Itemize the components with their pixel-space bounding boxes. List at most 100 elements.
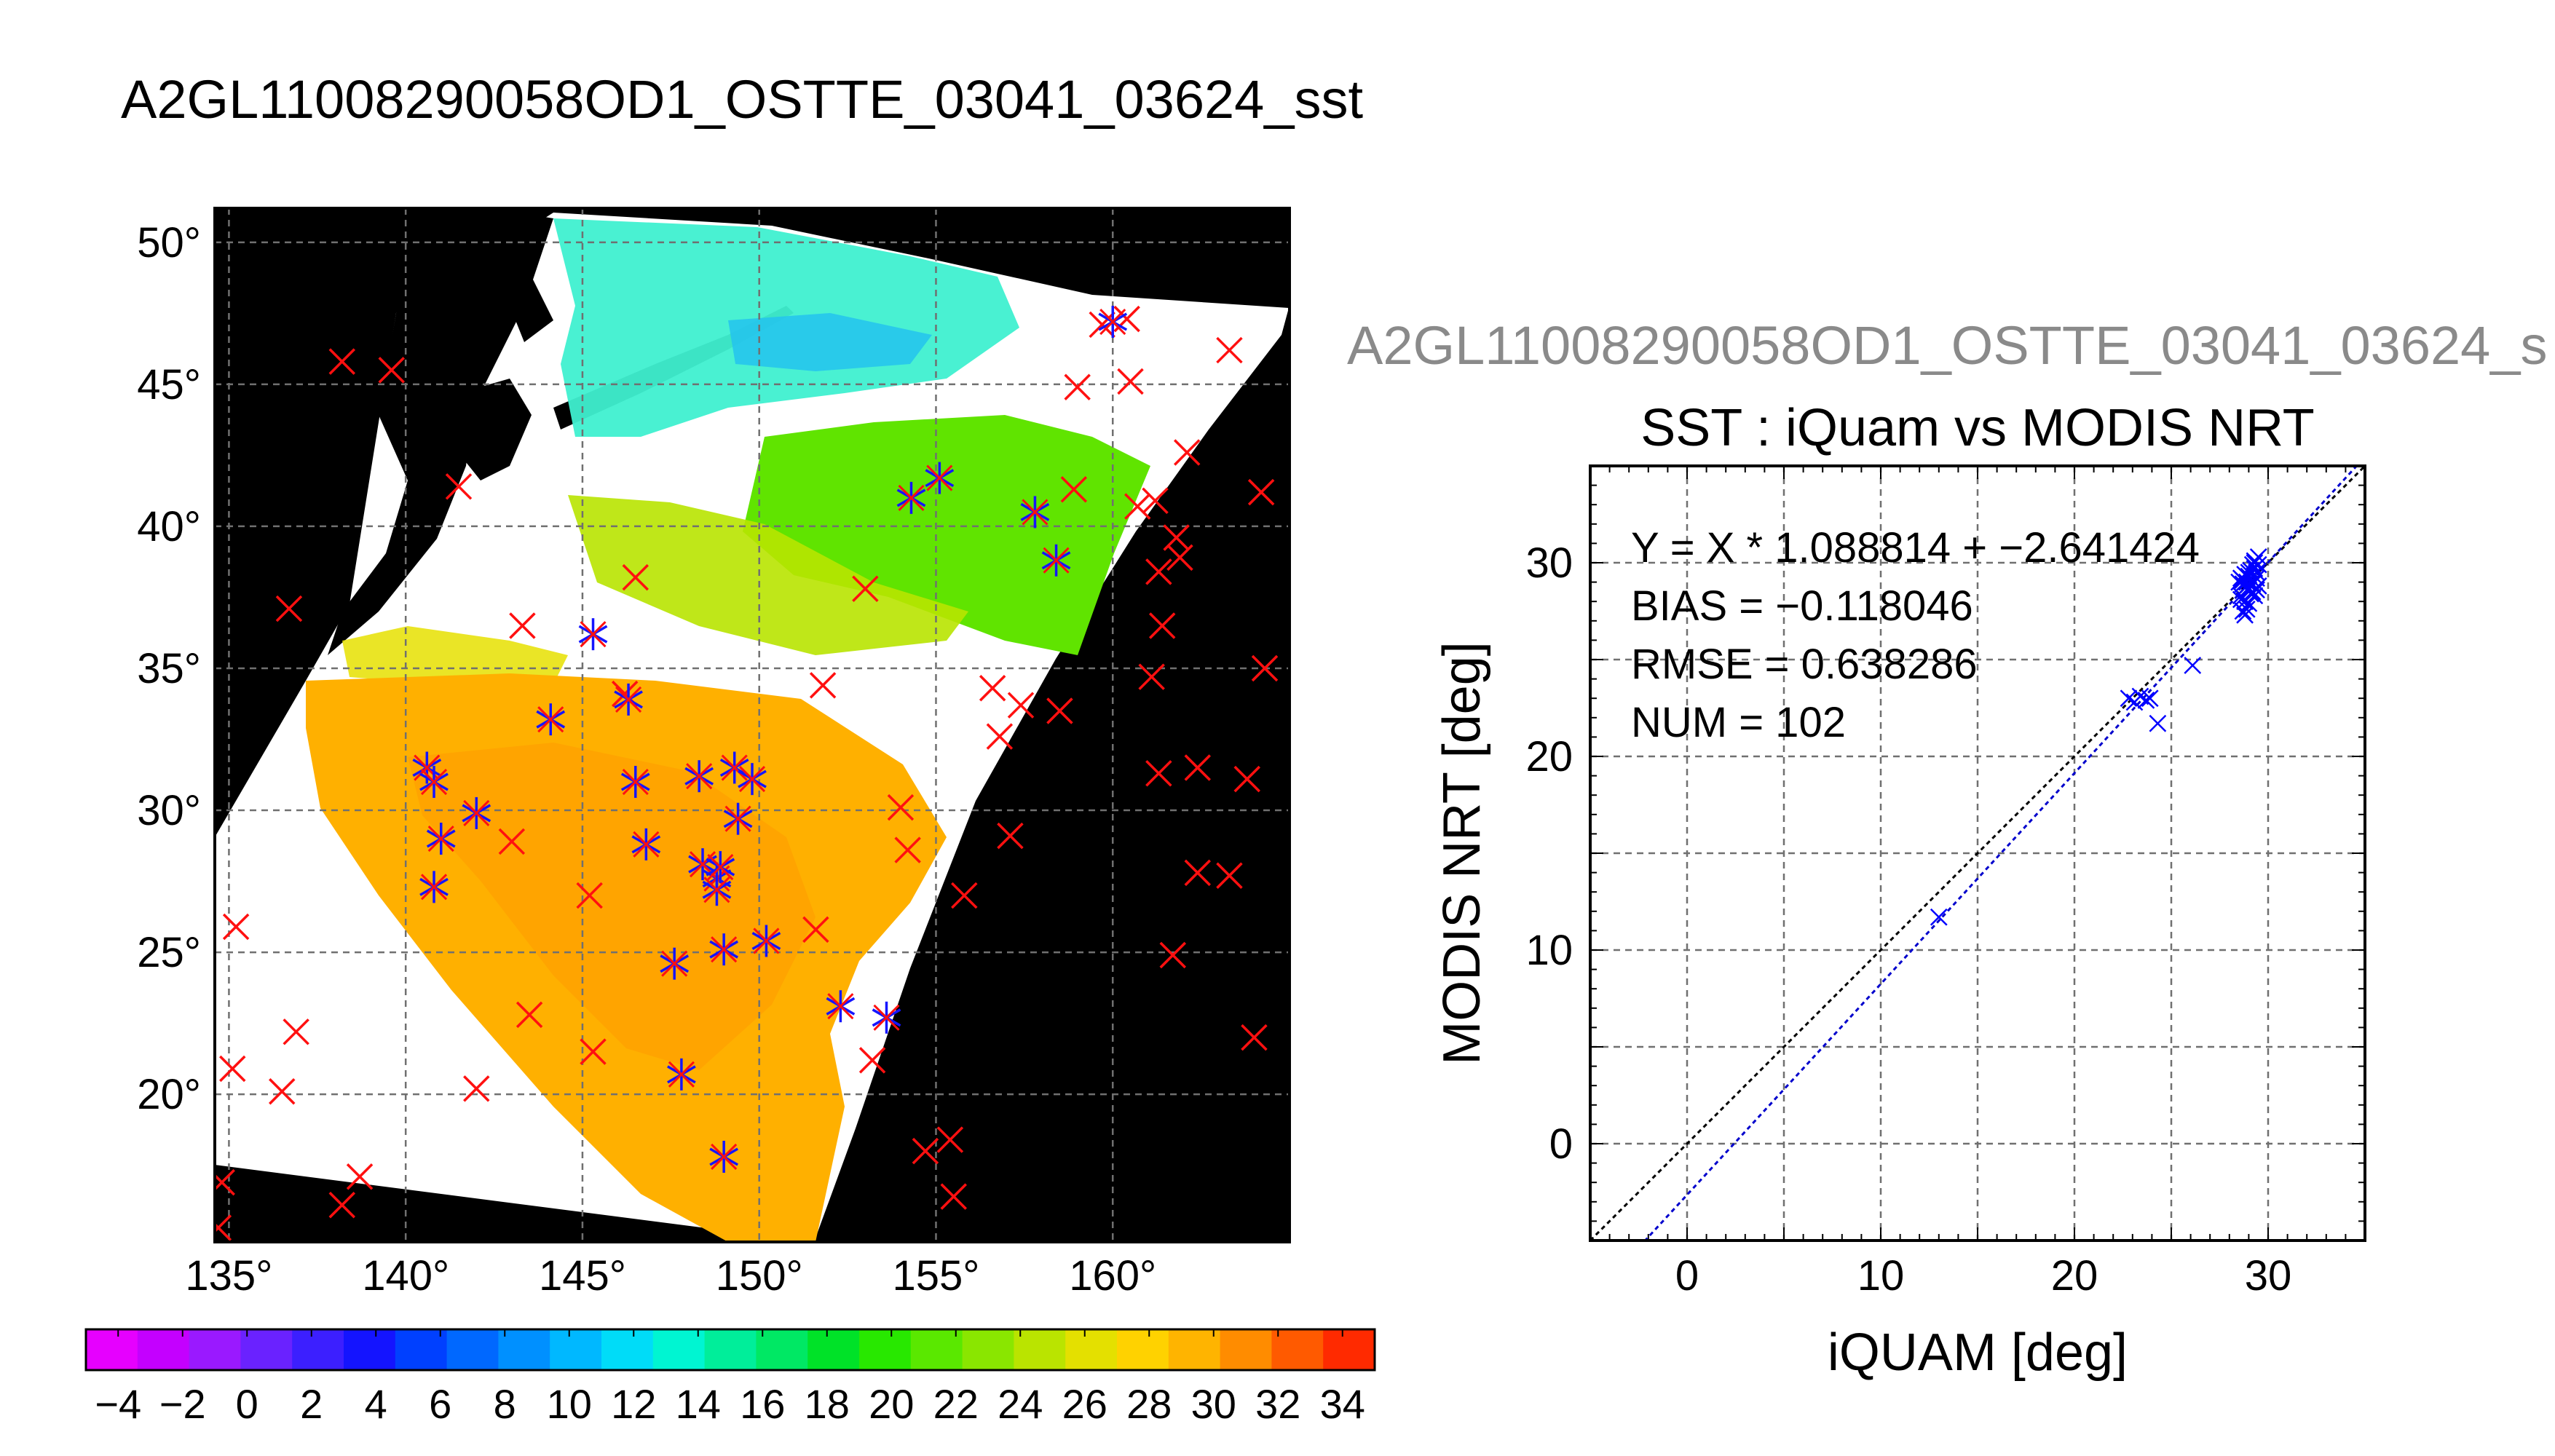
red-x-marker <box>912 1137 939 1165</box>
red-x-stroke <box>1043 547 1070 574</box>
red-x-marker <box>936 1126 964 1153</box>
sst-field-orange-deep <box>408 743 816 1070</box>
red-x-stroke <box>580 621 607 648</box>
land-hokkaido <box>451 379 532 480</box>
map-tick-labels: 135° 140° 145° 150° 155° 160° 50° 45° 40° 35° 30° 2… <box>137 219 1156 1299</box>
blue-star-marker <box>719 751 749 784</box>
red-x-stroke <box>1099 308 1126 336</box>
colorbar-tick-label: 24 <box>998 1381 1043 1427</box>
red-x-stroke <box>580 1038 607 1065</box>
scatter-point <box>1930 908 1948 926</box>
red-x-stroke <box>721 754 748 781</box>
red-x-marker <box>622 563 649 591</box>
red-x-stroke <box>420 768 448 796</box>
scatter-point <box>2236 606 2254 624</box>
red-x-stroke <box>1216 336 1243 364</box>
colorbar-cell <box>1065 1329 1118 1370</box>
red-x-marker <box>1060 475 1088 503</box>
red-x-stroke <box>328 1192 356 1219</box>
colorbar-tick-label: −2 <box>159 1381 206 1427</box>
red-x-marker <box>222 913 250 941</box>
scatter-point <box>2184 657 2202 674</box>
red-x-marker <box>1145 760 1172 787</box>
red-x-stroke <box>1233 765 1260 793</box>
colorbar-cell <box>859 1329 912 1370</box>
colorbar-tick-label: 0 <box>236 1381 258 1427</box>
red-x-stroke <box>979 675 1006 702</box>
colorbar-tick-label: 32 <box>1255 1381 1300 1427</box>
red-x-stroke <box>445 473 473 500</box>
red-x-stroke <box>711 1143 738 1171</box>
red-x-stroke <box>1173 439 1201 466</box>
scatter-point-stroke <box>2232 590 2250 609</box>
sst-field-yellow-green <box>568 495 968 655</box>
colorbar-frame <box>84 1328 1376 1372</box>
colorbar-tick-label: 14 <box>676 1381 721 1427</box>
red-x-stroke <box>951 882 978 909</box>
colorbar-tick-label: 2 <box>300 1381 323 1427</box>
blue-star-marker <box>462 796 491 829</box>
colorbar-tick-label: 20 <box>869 1381 914 1427</box>
scatter-ylabel: MODIS NRT [deg] <box>1433 641 1491 1065</box>
red-x-marker <box>940 1183 967 1210</box>
red-x-marker <box>1117 368 1144 395</box>
scatter-point-stroke <box>2238 600 2256 618</box>
red-x-stroke <box>215 1214 232 1233</box>
colorbar-cell <box>652 1329 706 1370</box>
red-x-marker <box>1138 663 1165 690</box>
red-x-stroke <box>986 723 1014 750</box>
red-x-stroke <box>328 348 356 375</box>
scatter-point-stroke <box>2141 689 2159 708</box>
red-x-stroke <box>1145 558 1172 585</box>
colorbar-cell <box>189 1329 241 1370</box>
colorbar-cell <box>807 1329 860 1370</box>
red-x-stroke <box>898 484 925 511</box>
blue-star-marker <box>1020 496 1050 529</box>
regression-line <box>1643 466 2358 1241</box>
red-x-stroke <box>1216 862 1243 889</box>
red-x-stroke <box>858 1047 886 1074</box>
red-x-marker <box>283 1018 309 1045</box>
red-x-stroke <box>346 1163 374 1190</box>
colorbar-tick-label: 16 <box>740 1381 785 1427</box>
scatter-y-tick-label: 0 <box>1549 1120 1573 1168</box>
scatter-point-stroke <box>2243 575 2262 593</box>
blue-star-marker <box>706 851 735 884</box>
red-x-marker <box>516 1001 543 1029</box>
blue-star-marker <box>751 925 781 957</box>
scatter-point <box>2149 714 2167 732</box>
red-x-stroke <box>275 595 303 622</box>
red-x-marker <box>894 836 921 863</box>
red-x-marker <box>1216 862 1243 889</box>
red-x-stroke <box>1046 697 1073 724</box>
red-x-stroke <box>887 794 915 821</box>
red-x-stroke <box>463 799 490 826</box>
red-x-marker <box>580 1038 607 1065</box>
red-x-stroke <box>936 1126 964 1153</box>
red-x-stroke <box>1148 612 1176 639</box>
blue-star-marker <box>426 823 456 855</box>
colorbar-cell <box>1014 1329 1066 1370</box>
red-x-marker <box>979 675 1006 702</box>
red-x-stroke <box>827 993 854 1020</box>
red-x-stroke <box>1184 859 1212 887</box>
red-x-stroke <box>1142 487 1169 515</box>
map-lat-tick-label: 40° <box>137 503 201 550</box>
red-x-stroke <box>1138 663 1165 690</box>
blue-star-marker <box>614 683 643 716</box>
colorbar-tick-labels: −4 −2 0 2 4 6 8 10 12 14 16 18 20 22 24 26 28 30 32 34 <box>95 1329 1365 1427</box>
red-x-stroke <box>1166 544 1193 571</box>
blue-star-marker <box>709 1140 739 1173</box>
red-x-stroke <box>997 822 1024 850</box>
red-x-marker <box>1184 754 1212 781</box>
red-x-stroke <box>269 1078 296 1105</box>
map-lon-tick-label: 160° <box>1069 1252 1156 1299</box>
red-x-stroke <box>615 686 642 713</box>
red-x-stroke <box>622 768 649 796</box>
scatter-point-stroke <box>2236 593 2254 611</box>
colorbar-cell <box>550 1329 602 1370</box>
red-x-marker <box>1142 487 1169 515</box>
map-markers <box>215 305 1279 1241</box>
blue-star-marker <box>925 462 955 494</box>
